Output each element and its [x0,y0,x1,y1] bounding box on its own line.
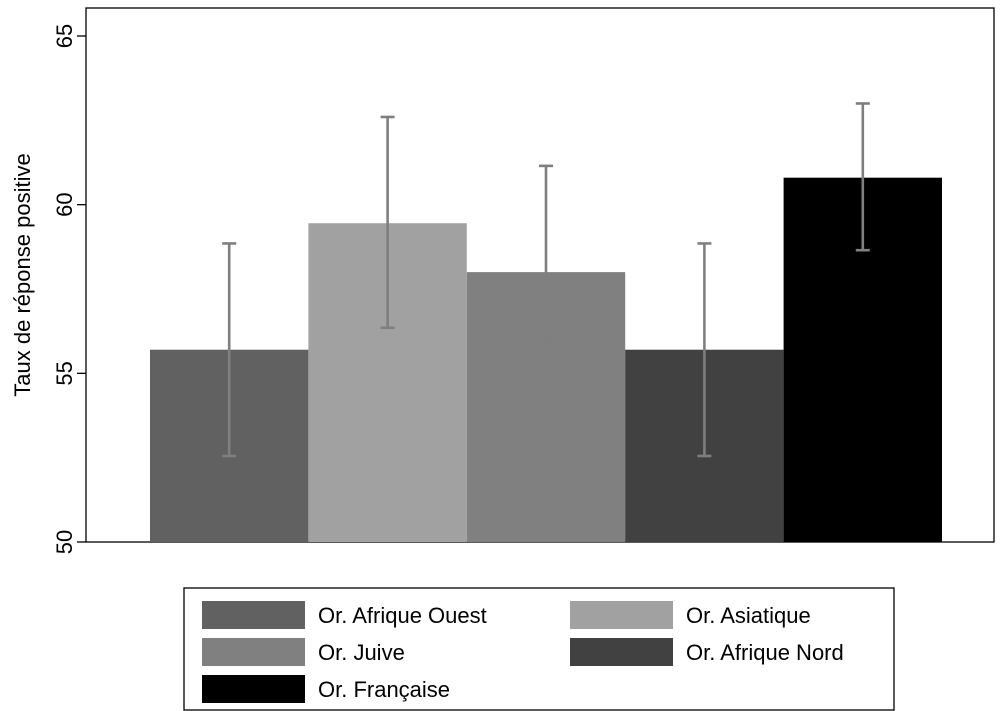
legend-swatch [570,638,673,666]
error-bars [222,102,870,458]
legend-swatch [570,601,673,629]
legend-label: Or. Asiatique [686,603,811,628]
legend-label: Or. Afrique Nord [686,640,844,665]
legend-frame [183,587,895,711]
legend-swatch [202,638,305,666]
y-tick-label: 65 [52,24,77,48]
y-tick-label: 55 [52,361,77,385]
legend-label: Or. Afrique Ouest [318,603,487,628]
y-axis: 50 55 60 65 [52,24,86,554]
legend-swatch [202,601,305,629]
legend: Or. Afrique Ouest Or. Asiatique Or. Juive O… [202,601,844,703]
legend-label: Or. Française [318,677,450,702]
legend-label: Or. Juive [318,640,405,665]
legend-swatch [202,675,305,703]
y-tick-label: 60 [52,192,77,216]
y-axis-label: Taux de réponse positive [10,153,35,396]
y-tick-label: 50 [52,530,77,554]
